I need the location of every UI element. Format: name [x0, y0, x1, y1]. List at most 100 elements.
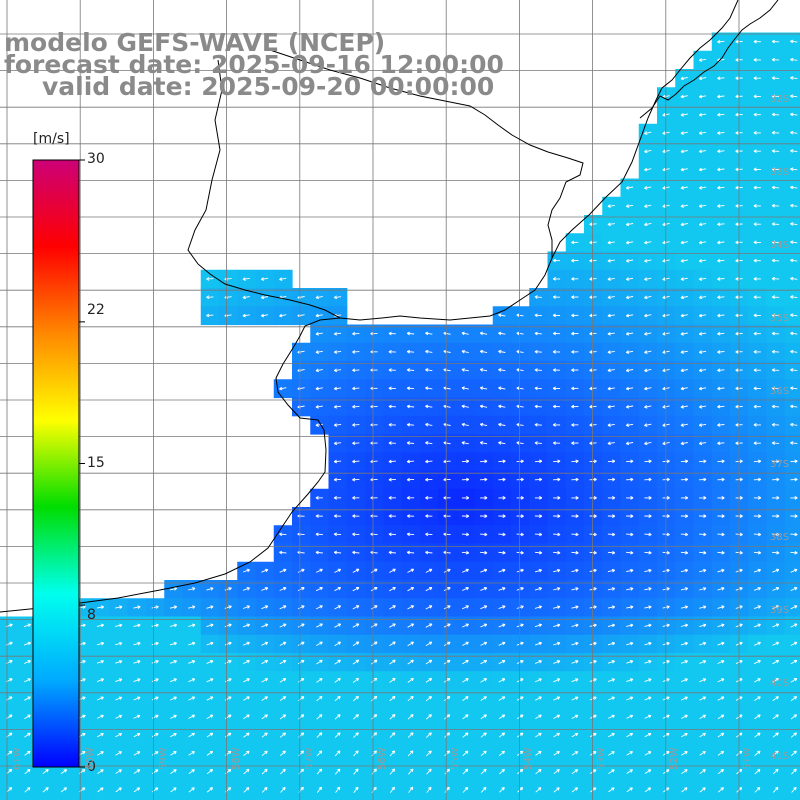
- wind-arrows: [5, 39, 798, 793]
- wind-arrow: [644, 186, 652, 190]
- wind-speed-cell: [565, 762, 585, 782]
- wind-arrow: [425, 349, 433, 354]
- wind-arrow: [333, 331, 342, 336]
- wind-arrow: [771, 368, 780, 372]
- wind-speed-cell: [310, 762, 330, 782]
- wind-arrow: [498, 422, 506, 427]
- wind-arrow: [753, 532, 762, 537]
- wind-arrow: [771, 258, 780, 263]
- wind-arrow: [406, 477, 415, 482]
- wind-arrow: [717, 167, 725, 172]
- wind-arrow: [333, 423, 342, 427]
- wind-arrow: [206, 295, 214, 300]
- wind-arrow: [698, 94, 707, 99]
- lat-label-34s: 34S: [770, 240, 790, 251]
- wind-arrow: [790, 422, 798, 427]
- wind-arrow: [790, 240, 798, 245]
- wind-arrow: [698, 76, 707, 81]
- wind-arrow: [680, 313, 688, 318]
- wind-arrow: [698, 149, 707, 154]
- wind-arrow: [425, 550, 433, 555]
- wind-arrow: [753, 149, 761, 153]
- wind-arrow: [553, 514, 561, 518]
- wind-arrow: [698, 131, 707, 135]
- wind-speed-cell: [438, 689, 457, 709]
- wind-arrow: [607, 404, 615, 409]
- wind-arrow: [242, 313, 250, 318]
- wind-arrow: [333, 404, 342, 409]
- wind-speed-cell: [328, 689, 348, 709]
- wind-arrow: [680, 368, 688, 373]
- lon-label-53w: 53W: [596, 747, 607, 770]
- wind-arrow: [699, 496, 707, 500]
- wind-arrow: [388, 422, 396, 427]
- lat-label-33s: 33S: [770, 167, 790, 178]
- wind-arrow: [571, 258, 579, 263]
- wind-arrow: [790, 368, 798, 372]
- wind-arrow: [625, 204, 634, 208]
- wind-arrow: [717, 149, 725, 154]
- wind-arrow: [753, 514, 762, 518]
- wind-arrow: [333, 441, 342, 446]
- wind-arrow: [753, 477, 762, 482]
- wind-arrow: [790, 130, 798, 135]
- colorbar-tick-22: 22: [87, 302, 105, 318]
- wind-arrow: [644, 222, 652, 227]
- wind-arrow: [461, 422, 469, 427]
- wind-arrow: [571, 386, 579, 391]
- wind-arrow: [534, 422, 542, 427]
- wind-arrow: [698, 331, 707, 336]
- wind-arrow: [698, 240, 707, 245]
- wind-arrow: [315, 404, 323, 409]
- wind-arrow: [498, 496, 506, 500]
- wind-speed-cell: [310, 726, 330, 745]
- wind-arrow: [790, 313, 798, 318]
- wind-arrow: [717, 496, 725, 500]
- wind-arrow: [771, 76, 780, 80]
- wind-arrow: [352, 459, 360, 464]
- wind-arrow: [680, 240, 688, 245]
- wind-speed-cell: [365, 653, 384, 672]
- wind-arrow: [461, 368, 469, 372]
- wind-arrow: [680, 332, 688, 336]
- lon-label-58w: 58W: [231, 747, 242, 770]
- wind-arrow: [461, 404, 469, 409]
- wind-speed-cell: [784, 415, 800, 435]
- wind-arrow: [534, 295, 542, 299]
- wind-arrow: [498, 331, 506, 336]
- wind-arrow: [680, 496, 689, 500]
- wind-arrow: [534, 477, 543, 482]
- wind-arrow: [406, 331, 415, 336]
- wind-arrow: [552, 350, 561, 354]
- wind-arrow: [315, 386, 323, 391]
- wind-arrow: [571, 368, 579, 372]
- wind-arrow: [571, 240, 579, 245]
- wind-arrow: [425, 496, 433, 500]
- wind-speed-cell: [766, 780, 786, 800]
- colorbar-tick-8: 8: [87, 607, 96, 623]
- wind-arrow: [753, 313, 761, 318]
- wind-arrow: [717, 514, 725, 518]
- wind-speed-cell: [784, 689, 800, 709]
- wind-speed-cell: [511, 726, 530, 745]
- wind-arrow: [333, 295, 342, 300]
- wind-arrow: [790, 167, 798, 172]
- wind-arrow: [698, 386, 707, 391]
- wind-arrow: [680, 532, 689, 537]
- wind-arrow: [425, 441, 433, 445]
- wind-arrow: [388, 532, 396, 537]
- lon-label-57w: 57W: [304, 747, 315, 770]
- wind-arrow: [388, 459, 396, 464]
- wind-arrow: [516, 496, 524, 500]
- wind-arrow: [680, 350, 688, 354]
- wind-speed-cell: [547, 762, 567, 782]
- wind-speed-cell: [474, 780, 494, 800]
- lon-label-61w: 61W: [12, 747, 23, 770]
- wind-arrow: [698, 368, 707, 373]
- wind-arrow: [771, 203, 780, 208]
- wind-arrow: [771, 441, 780, 445]
- wind-speed-cell: [638, 780, 658, 800]
- wind-arrow: [717, 423, 725, 427]
- wind-arrow: [279, 532, 287, 537]
